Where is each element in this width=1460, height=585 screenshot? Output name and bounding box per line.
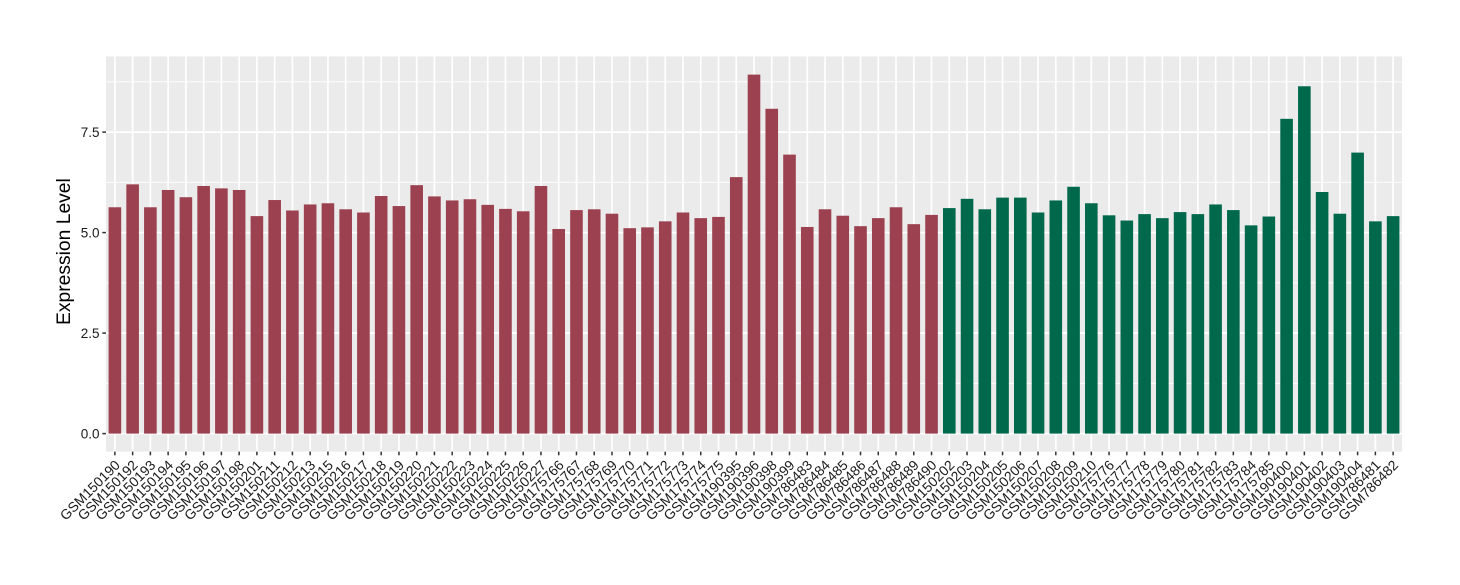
- svg-text:0.0: 0.0: [81, 426, 100, 441]
- svg-text:7.5: 7.5: [81, 125, 100, 140]
- svg-text:Expression Level: Expression Level: [54, 178, 75, 325]
- svg-text:2.5: 2.5: [81, 326, 100, 341]
- svg-text:5.0: 5.0: [81, 225, 100, 240]
